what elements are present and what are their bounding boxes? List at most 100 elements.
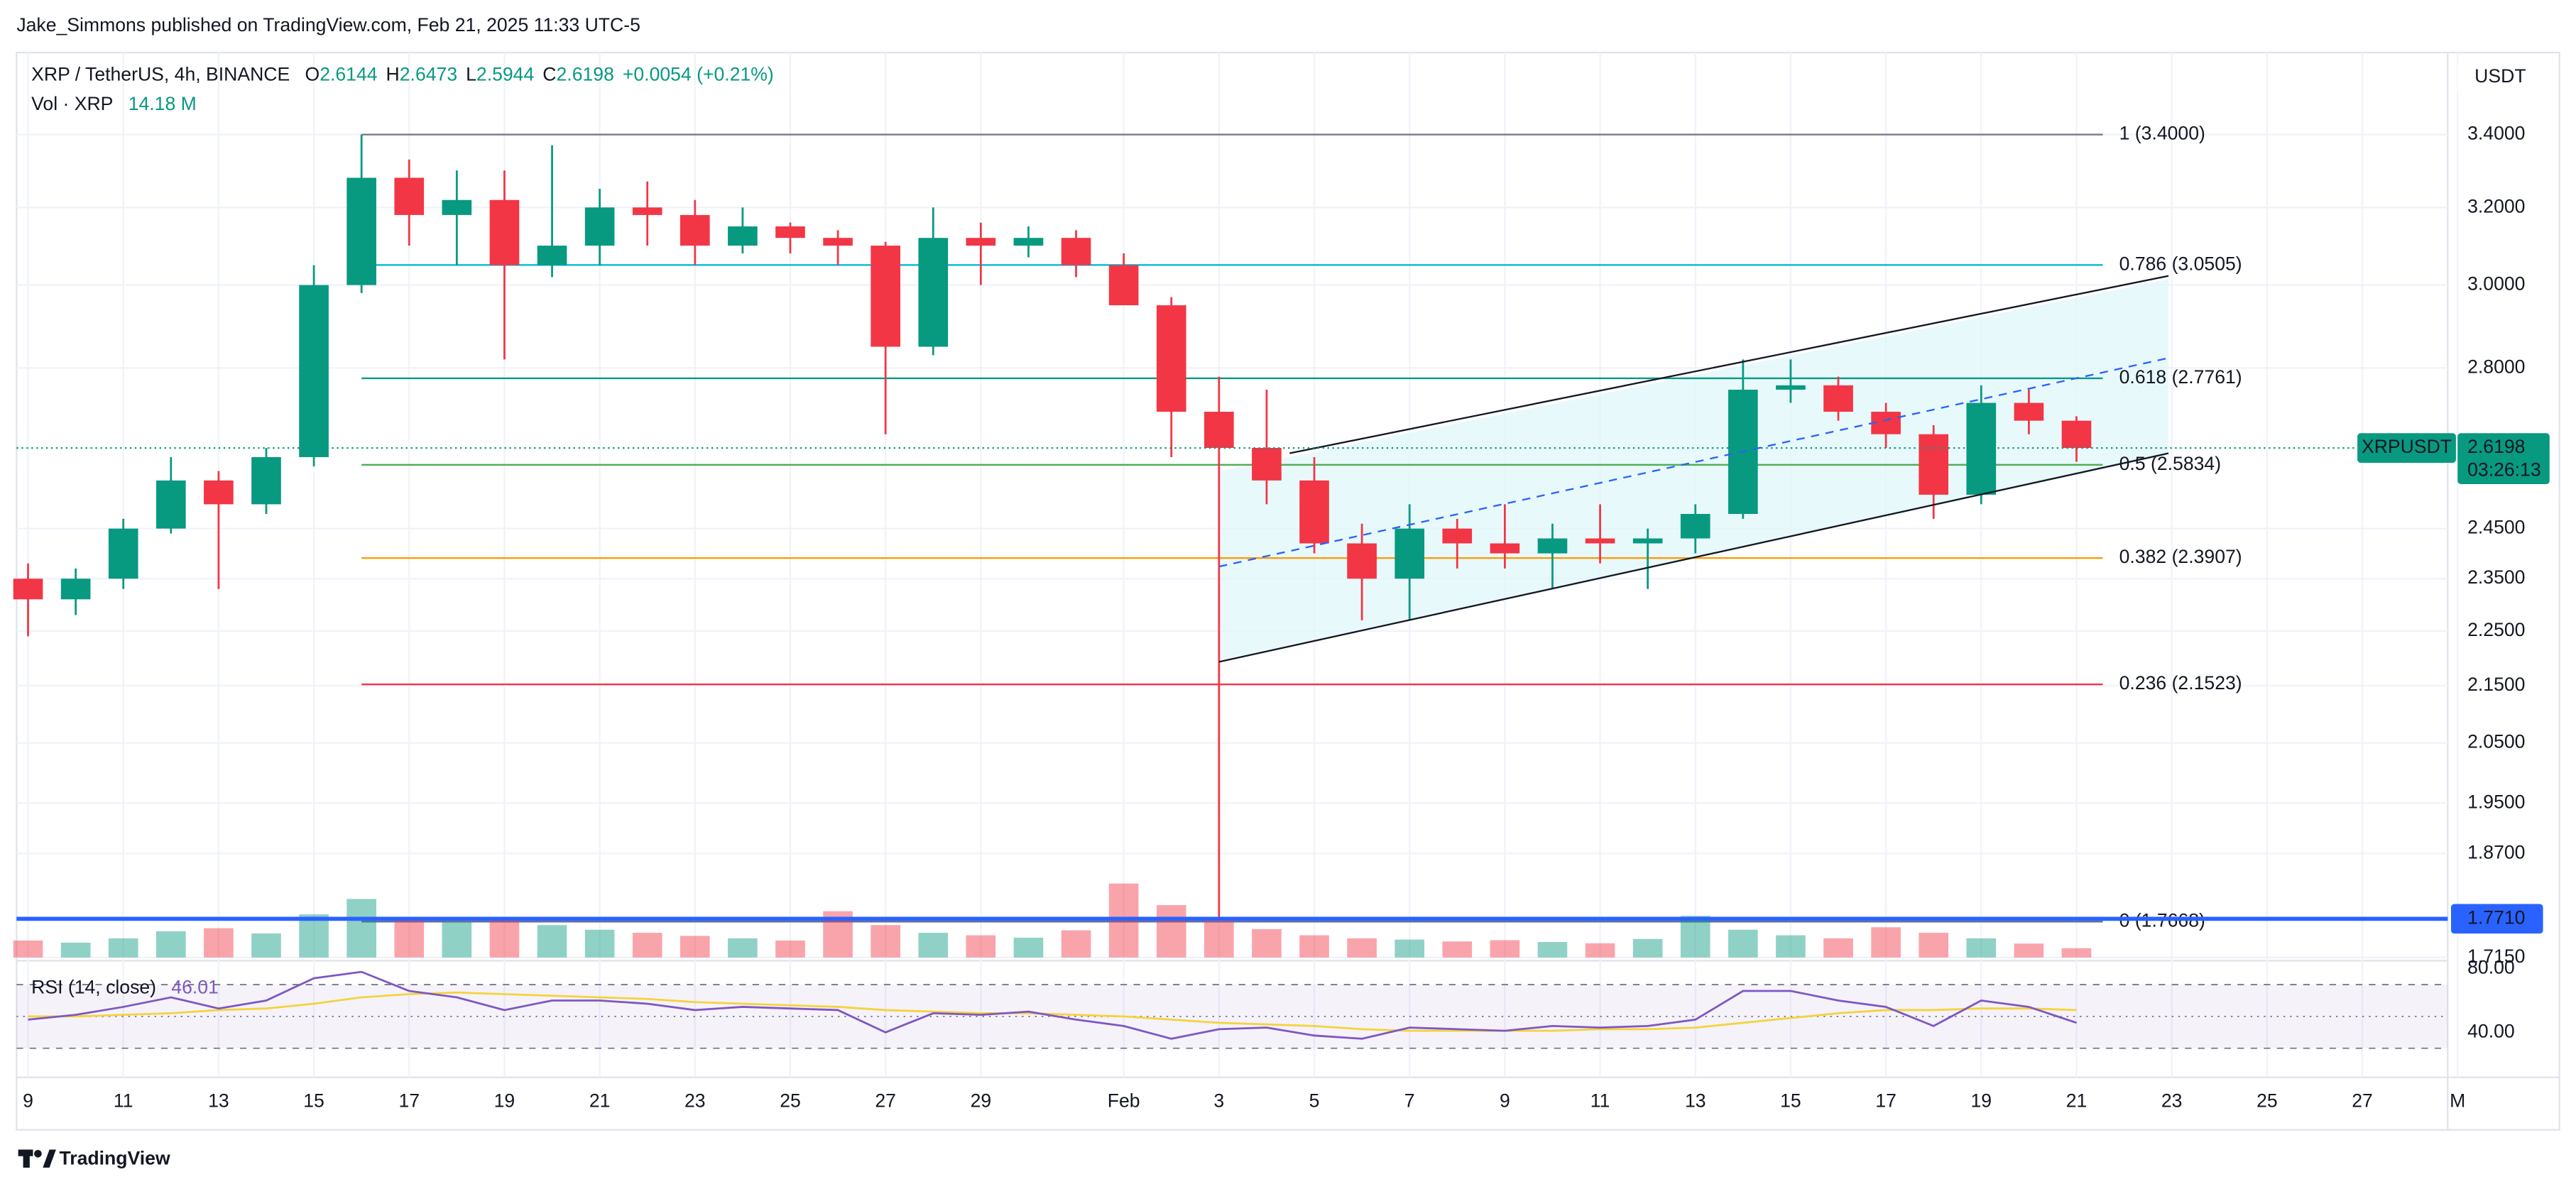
- volume-bar: [1585, 943, 1615, 958]
- volume-bar: [728, 938, 758, 958]
- rsi-tick-label: 40.00: [2467, 1020, 2515, 1041]
- volume-name: Vol · XRP: [31, 93, 113, 114]
- x-tick-label: 25: [780, 1090, 801, 1111]
- candle-body: [346, 177, 376, 285]
- ohlc-key: L: [466, 63, 476, 84]
- y-tick-label: 2.2500: [2467, 619, 2525, 640]
- volume-bar: [1680, 916, 1710, 958]
- channel-lower: [1218, 452, 2169, 663]
- y-tick-label: 2.8000: [2467, 356, 2525, 377]
- ohlc-value: 2.6144: [320, 63, 378, 84]
- publisher: Jake_Simmons published on TradingView.co…: [16, 14, 640, 35]
- candle-body: [299, 285, 329, 457]
- y-tick-label: 3.2000: [2467, 195, 2525, 217]
- y-tick-label: 2.0500: [2467, 731, 2525, 752]
- volume-bar: [204, 928, 234, 958]
- rsi-pane: 80.00 40.00: [16, 957, 2515, 1049]
- candle-body: [1490, 543, 1520, 554]
- x-tick-label: 9: [1500, 1090, 1510, 1111]
- volume-bar: [775, 940, 805, 958]
- volume-bar: [1156, 905, 1186, 958]
- last-price-box: [2457, 433, 2550, 485]
- candle-body: [1680, 514, 1710, 539]
- legend: XRP / TetherUS, 4h, BINANCE O2.6144 H2.6…: [31, 63, 774, 84]
- volume-bar: [442, 921, 472, 958]
- x-tick-label: 9: [23, 1090, 33, 1111]
- y-tick-label: 1.8700: [2467, 841, 2525, 862]
- volume-bar: [584, 929, 615, 958]
- y-tick-label: 1.7150: [2467, 946, 2525, 967]
- rsi-name: RSI (14, close): [31, 977, 156, 998]
- volume-bar: [1442, 941, 1473, 958]
- x-tick-label: 7: [1404, 1090, 1415, 1111]
- y-tick-label: 3.0000: [2467, 273, 2525, 295]
- x-tick-label: 15: [303, 1090, 324, 1111]
- volume-bar: [1490, 940, 1520, 958]
- grid: 3.4000 3.2000 3.0000 2.8000 2.4500 2.3500 2.25…: [16, 53, 2525, 1111]
- symbol-title: XRP / TetherUS, 4h, BINANCE: [31, 63, 290, 84]
- candle-body: [1823, 385, 1853, 412]
- volume-bar: [1632, 938, 1663, 958]
- candle-body: [537, 246, 567, 265]
- x-tick-label: 27: [2352, 1090, 2373, 1111]
- x-tick-label: 19: [1971, 1090, 1992, 1111]
- x-tick-label: 27: [875, 1090, 896, 1111]
- candle-body: [1252, 447, 1282, 481]
- x-tick-label: 21: [589, 1090, 611, 1111]
- candle-body: [1537, 538, 1568, 554]
- fib-label: 0.5 (2.5834): [2119, 453, 2221, 474]
- ohlc-value: 2.6198: [557, 63, 614, 84]
- volume-bar: [1966, 938, 1997, 958]
- volume-bar: [2061, 948, 2092, 958]
- candle-body: [1966, 402, 1997, 495]
- x-tick-label: 23: [2161, 1090, 2183, 1111]
- last-price-label: 2.6198: [2467, 436, 2525, 457]
- fib-label: 0.236 (2.1523): [2119, 672, 2242, 694]
- volume-bar: [1871, 927, 1901, 958]
- symbol-box: [2357, 433, 2456, 463]
- currency-box[interactable]: [2457, 59, 2543, 96]
- horizontal-line-box: [2450, 904, 2543, 934]
- volume-bar: [1395, 939, 1425, 958]
- candle-body: [394, 177, 425, 215]
- x-tick-label: Feb: [1108, 1090, 1140, 1111]
- candle-body: [584, 207, 615, 246]
- candle-body: [1585, 538, 1615, 544]
- candle-body: [871, 246, 901, 347]
- brand-logo: [18, 1149, 56, 1168]
- change: +0.0054 (+0.21%): [623, 63, 774, 84]
- x-tick-label: 21: [2066, 1090, 2087, 1111]
- fib-label: 0.786 (3.0505): [2119, 253, 2242, 274]
- candle-body: [1442, 528, 1473, 544]
- ohlc-key: O: [305, 63, 320, 84]
- y-tick-label: 2.4500: [2467, 517, 2525, 538]
- y-tick-label: 2.1500: [2467, 674, 2525, 695]
- volume-legend: Vol · XRP 14.18 M: [31, 93, 197, 114]
- x-tick-label: 3: [1213, 1090, 1224, 1111]
- x-tick-label: 25: [2256, 1090, 2278, 1111]
- volume-bar: [1204, 921, 1234, 958]
- volume-bar: [1776, 935, 1806, 958]
- x-tick-label: 11: [1590, 1090, 1610, 1111]
- x-tick-label: 17: [1875, 1090, 1896, 1111]
- candle-body: [489, 199, 520, 265]
- x-tick-label: 13: [1685, 1090, 1706, 1111]
- candle-body: [728, 226, 758, 246]
- x-tick-label: 13: [208, 1090, 229, 1111]
- fib-label: 0.618 (2.7761): [2119, 366, 2242, 388]
- ohlc-value: 2.5944: [476, 63, 535, 84]
- x-tick-label: 5: [1309, 1090, 1320, 1111]
- candle-body: [1919, 434, 1949, 495]
- fib-label: 1 (3.4000): [2119, 123, 2205, 144]
- x-tick-label: M: [2450, 1090, 2465, 1111]
- candle-body: [1395, 528, 1425, 579]
- ohlc-key: C: [542, 63, 556, 84]
- volume-bar: [299, 914, 329, 958]
- x-tick-label: 15: [1780, 1090, 1801, 1111]
- volume-bar: [1347, 938, 1377, 958]
- currency[interactable]: USDT: [2474, 65, 2526, 87]
- x-tick-label: 11: [114, 1090, 133, 1111]
- volume-bar: [1299, 935, 1329, 958]
- candle-body: [1632, 538, 1663, 544]
